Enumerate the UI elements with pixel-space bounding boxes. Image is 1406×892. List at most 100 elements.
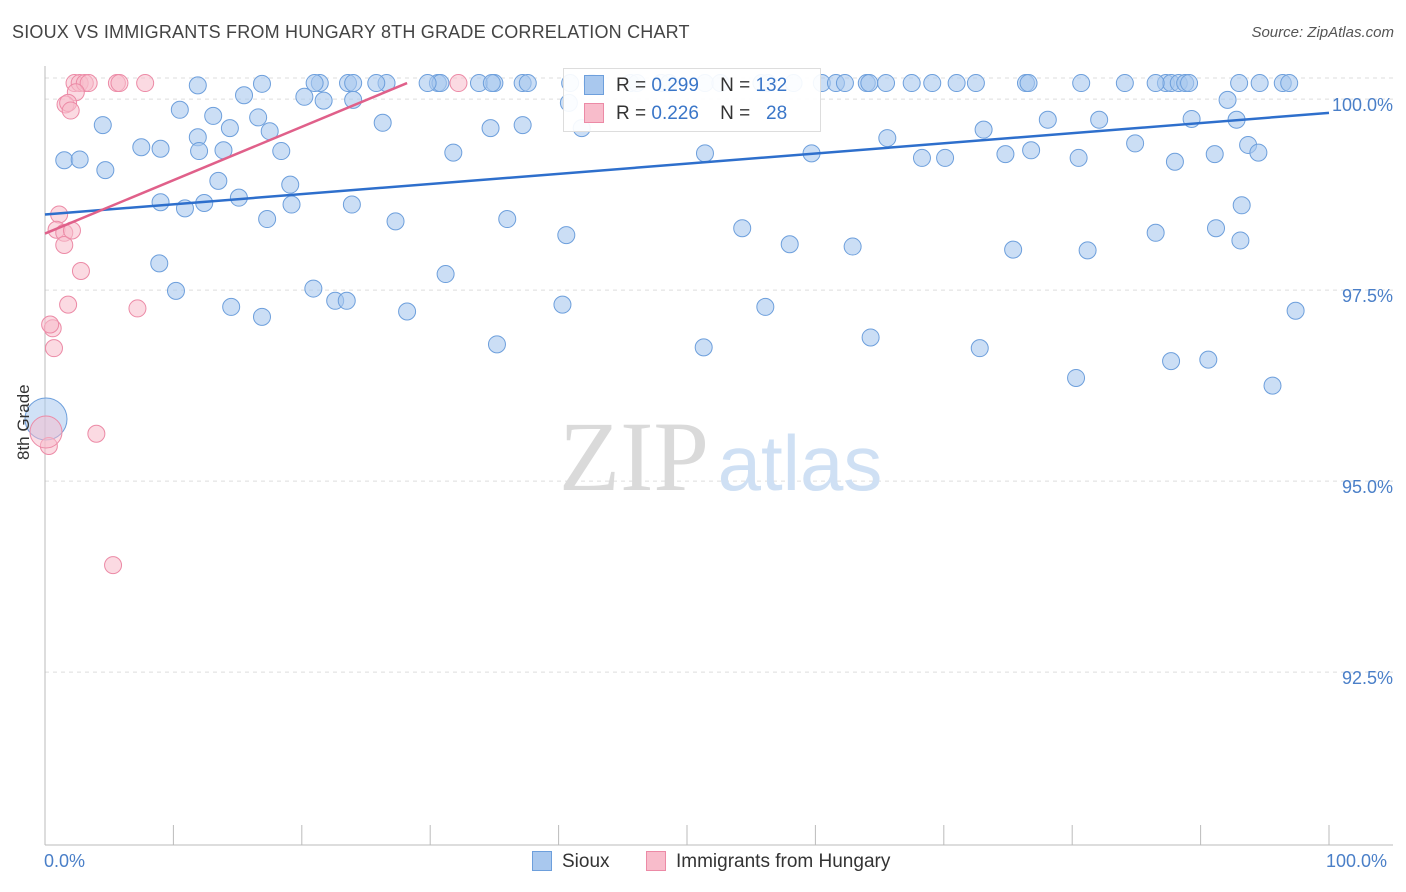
- sioux-point: [912, 148, 931, 167]
- x-tick-max: 100.0%: [1326, 851, 1388, 871]
- sioux-point: [498, 210, 517, 229]
- sioux-point: [1019, 74, 1038, 93]
- series-legend: Sioux Immigrants from Hungary: [0, 851, 1406, 877]
- sioux-point: [1004, 240, 1023, 259]
- sioux-point: [1146, 74, 1165, 93]
- hungary-point: [61, 101, 80, 120]
- sioux-point: [170, 100, 189, 119]
- y-axis-label: 8th Grade: [14, 384, 33, 460]
- hungary-legend-label: Immigrants from Hungary: [676, 851, 891, 872]
- sioux-point: [222, 297, 241, 316]
- hungary-point: [136, 74, 155, 93]
- sioux-point: [1231, 231, 1250, 250]
- sioux-point: [304, 279, 323, 298]
- sioux-point: [1230, 74, 1249, 93]
- hungary-trend-line: [44, 81, 408, 235]
- sioux-point: [281, 175, 300, 194]
- sioux-point: [1069, 148, 1088, 167]
- hungary-point: [59, 295, 78, 314]
- sioux-point: [188, 76, 207, 95]
- sioux-legend-icon: [532, 851, 552, 871]
- sioux-point: [1126, 134, 1145, 153]
- sioux-point: [252, 74, 271, 93]
- y-tick-label-2: 95.0%: [1342, 477, 1393, 497]
- sioux-point: [373, 113, 392, 132]
- sioux-point: [1038, 110, 1057, 129]
- sioux-point: [55, 151, 74, 170]
- sioux-point: [418, 74, 437, 93]
- sioux-point: [780, 235, 799, 254]
- sioux-point: [342, 195, 361, 214]
- sioux-point: [733, 219, 752, 238]
- sioux-point: [209, 171, 228, 190]
- sioux-point: [860, 74, 879, 93]
- sioux-point: [235, 86, 254, 105]
- sioux-point: [151, 139, 170, 158]
- sioux-point: [132, 138, 151, 157]
- hungary-r-label: R =: [616, 103, 647, 124]
- sioux-point: [204, 106, 223, 125]
- sioux-point: [1218, 90, 1237, 109]
- trend-lines: [44, 81, 1330, 235]
- sioux-point: [518, 74, 537, 93]
- sioux-swatch-icon: [584, 75, 604, 95]
- watermark: ZIP atlas: [559, 401, 882, 512]
- sioux-point: [1072, 74, 1091, 93]
- sioux-point: [1199, 350, 1218, 369]
- sioux-point: [305, 74, 324, 93]
- y-tick-label-3: 92.5%: [1342, 668, 1393, 688]
- sioux-point: [1067, 368, 1086, 387]
- source-label: Source: ZipAtlas.com: [1251, 24, 1394, 41]
- sioux-point: [1078, 241, 1097, 260]
- axes: [44, 66, 1393, 846]
- sioux-point: [272, 142, 291, 161]
- sioux-legend-label: Sioux: [562, 851, 610, 872]
- grid-lines: [45, 77, 1393, 673]
- sioux-point: [1162, 352, 1181, 371]
- sioux-point: [835, 74, 854, 93]
- hungary-n-label: N =: [720, 103, 751, 124]
- hungary-point-large: [29, 415, 63, 449]
- sioux-point: [878, 129, 897, 148]
- hungary-point: [110, 74, 129, 93]
- sioux-point: [166, 281, 185, 300]
- sioux-point: [1205, 145, 1224, 164]
- hungary-point: [55, 236, 74, 255]
- stats-legend: R = 0.299 N = 132 R = 0.226 N = 28: [563, 68, 821, 132]
- sioux-n-label: N =: [720, 75, 751, 96]
- y-tick-label-0: 100.0%: [1332, 95, 1393, 115]
- sioux-point: [694, 338, 713, 357]
- sioux-point: [1232, 196, 1251, 215]
- legend-item-sioux[interactable]: Sioux: [532, 851, 610, 873]
- legend-item-hungary[interactable]: Immigrants from Hungary: [646, 851, 890, 873]
- x-tick-min: 0.0%: [44, 851, 86, 871]
- hungary-point: [128, 299, 147, 318]
- sioux-point: [557, 226, 576, 245]
- watermark-atlas: atlas: [718, 419, 883, 507]
- hungary-swatch-icon: [584, 103, 604, 123]
- chart-title: SIOUX VS IMMIGRANTS FROM HUNGARY 8TH GRA…: [12, 22, 690, 42]
- sioux-point: [902, 74, 921, 93]
- sioux-point: [314, 91, 333, 110]
- sioux-point: [1207, 219, 1226, 238]
- sioux-point: [1263, 376, 1282, 395]
- sioux-point: [756, 297, 775, 316]
- legend-row-hungary: R = 0.226 N = 28: [584, 103, 787, 127]
- sioux-point: [1249, 143, 1268, 162]
- hungary-point: [44, 339, 63, 358]
- sioux-point: [1146, 223, 1165, 242]
- sioux-point: [386, 212, 405, 231]
- hungary-legend-icon: [646, 851, 666, 871]
- hungary-point: [87, 424, 106, 443]
- sioux-point: [96, 161, 115, 180]
- y-tick-labels: 100.0% 97.5% 95.0% 92.5%: [1332, 95, 1393, 688]
- y-tick-label-1: 97.5%: [1342, 286, 1393, 306]
- hungary-point: [104, 556, 123, 575]
- sioux-point: [553, 295, 572, 314]
- sioux-point: [344, 74, 363, 93]
- sioux-point: [282, 195, 301, 214]
- sioux-point: [481, 119, 500, 138]
- sioux-point: [436, 265, 455, 284]
- sioux-point: [513, 116, 532, 135]
